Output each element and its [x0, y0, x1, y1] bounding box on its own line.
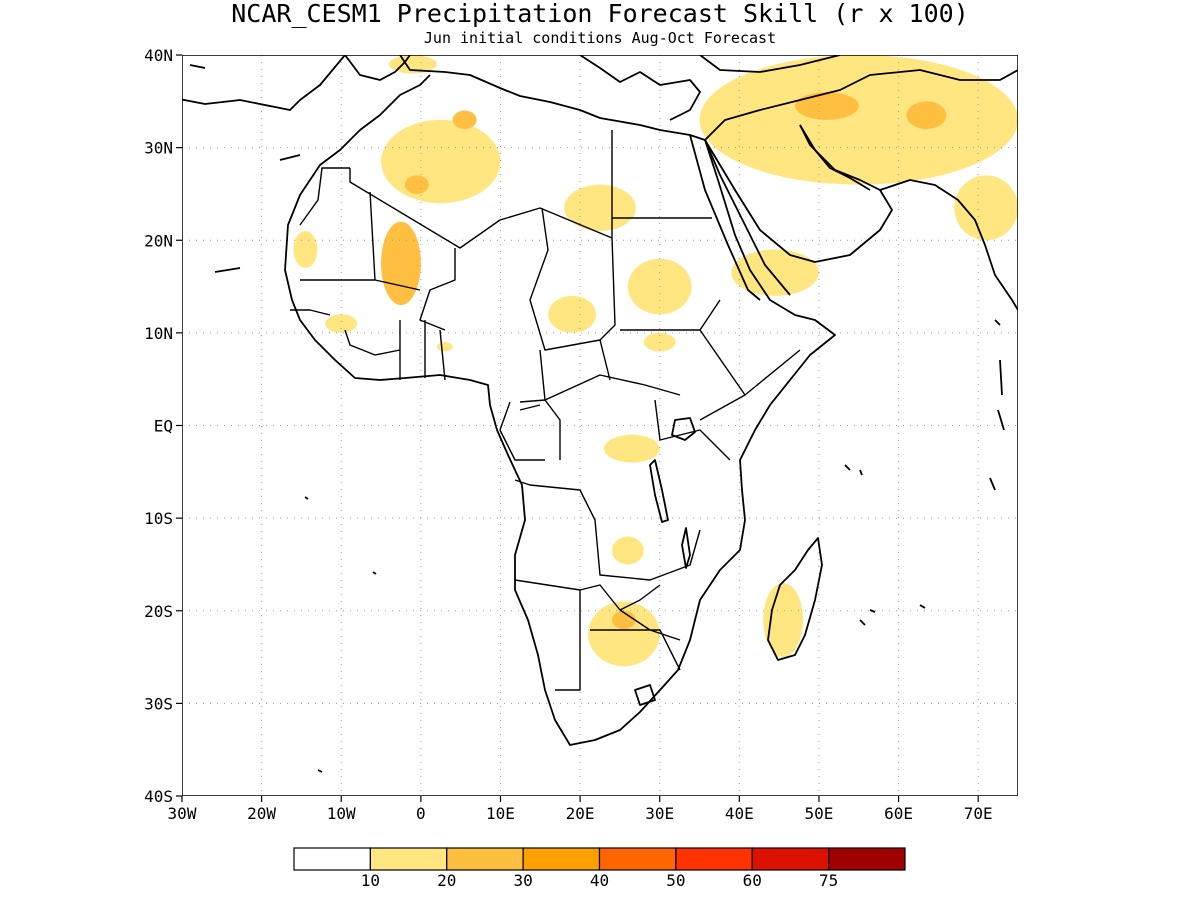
skill-region [436, 342, 453, 352]
lon-tick-label: 50E [804, 804, 833, 823]
map-title: NCAR_CESM1 Precipitation Forecast Skill … [231, 0, 969, 28]
colorbar-swatch [446, 847, 524, 871]
lon-tick-label: 0 [416, 804, 426, 823]
lon-tick-label: 10E [486, 804, 515, 823]
colorbar-swatch [828, 847, 906, 871]
lat-tick-label: 40S [144, 787, 173, 806]
colorbar: 10 20 30 40 50 60 75 [293, 847, 906, 890]
lat-tick-label: EQ [154, 417, 173, 436]
lat-tick-label: 10S [144, 509, 173, 528]
lon-tick-label: 70E [964, 804, 993, 823]
lon-tick-label: 40E [725, 804, 754, 823]
lake-victoria [671, 417, 696, 441]
map-area [182, 55, 1018, 796]
lat-tick-label: 30S [144, 694, 173, 713]
colorbar-swatch [751, 847, 830, 871]
colorbar-swatch [675, 847, 753, 871]
colorbar-swatch [522, 847, 601, 871]
colorbar-swatch [598, 847, 677, 871]
longitude-tick-labels: 30W 20W 10W 0 10E 20E 30E 40E 50E 60E 70E [168, 796, 993, 823]
skill-region [452, 110, 477, 130]
colorbar-label: 10 [361, 871, 380, 890]
skill-region [389, 55, 437, 74]
skill-region [795, 92, 859, 120]
lat-tick-label: 20S [144, 602, 173, 621]
lat-tick-label: 20N [144, 231, 173, 250]
lon-tick-label: 30W [168, 804, 197, 823]
lat-tick-label: 30N [144, 139, 173, 158]
skill-region [954, 175, 1018, 241]
islands [189, 64, 1005, 773]
lon-tick-label: 60E [884, 804, 913, 823]
lon-tick-label: 10W [327, 804, 356, 823]
skill-region [404, 258, 421, 278]
red-sea-coastline [689, 134, 791, 301]
lon-tick-label: 20W [247, 804, 276, 823]
lon-tick-label: 20E [566, 804, 595, 823]
skill-region [611, 610, 636, 630]
lat-tick-label: 40N [144, 46, 173, 65]
madagascar-coastline [767, 537, 823, 661]
lake-tanganyika [649, 459, 669, 523]
skill-region [293, 230, 318, 269]
latitude-tick-labels: 40N 30N 20N 10N EQ 10S 20S 30S 40S [144, 46, 182, 806]
colorbar-label: 20 [437, 871, 456, 890]
skill-region [588, 601, 660, 667]
skill-region [763, 582, 804, 658]
persian-gulf [799, 124, 871, 191]
lon-tick-label: 30E [645, 804, 674, 823]
colorbar-label: 50 [666, 871, 685, 890]
coastlines-and-borders [182, 55, 1018, 773]
skill-region [381, 119, 501, 204]
colorbar-swatch [293, 847, 371, 871]
skill-region [564, 184, 636, 231]
europe-coastline [344, 55, 841, 121]
colorbar-swatch [369, 847, 448, 871]
skill-region [325, 314, 358, 333]
skill-region [731, 249, 819, 296]
lesotho-outline [634, 684, 656, 706]
skill-region [699, 55, 1018, 185]
colorbar-label: 75 [819, 871, 838, 890]
lat-tick-label: 10N [144, 324, 173, 343]
skill-region [611, 536, 644, 565]
map-subtitle: Jun initial conditions Aug-Oct Forecast [424, 29, 776, 47]
country-borders [290, 130, 801, 691]
africa-coastline [182, 55, 836, 746]
skill-shading-layer [293, 55, 1018, 667]
lake-malawi [681, 527, 691, 569]
colorbar-label: 40 [590, 871, 609, 890]
skill-region [603, 434, 660, 463]
skill-region [404, 175, 429, 194]
colorbar-label: 30 [513, 871, 532, 890]
skill-region [548, 295, 597, 333]
skill-region [906, 101, 947, 130]
colorbar-label: 60 [743, 871, 762, 890]
